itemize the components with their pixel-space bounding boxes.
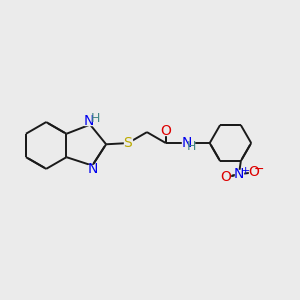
- Bar: [162, 127, 170, 135]
- Text: N: N: [83, 114, 94, 128]
- Text: O: O: [248, 165, 259, 179]
- Text: +: +: [240, 166, 250, 176]
- Bar: [182, 138, 194, 148]
- Text: O: O: [220, 170, 231, 184]
- Text: S: S: [124, 136, 132, 150]
- Bar: [84, 117, 96, 125]
- Text: −: −: [254, 163, 265, 176]
- Bar: [124, 139, 132, 147]
- Text: N: N: [234, 167, 244, 181]
- Text: N: N: [87, 162, 98, 176]
- Bar: [249, 168, 257, 176]
- Bar: [88, 165, 97, 173]
- Text: N: N: [182, 136, 192, 150]
- Text: H: H: [187, 140, 196, 153]
- Text: H: H: [90, 112, 100, 125]
- Bar: [222, 173, 230, 182]
- Text: O: O: [160, 124, 171, 138]
- Bar: [235, 170, 243, 178]
